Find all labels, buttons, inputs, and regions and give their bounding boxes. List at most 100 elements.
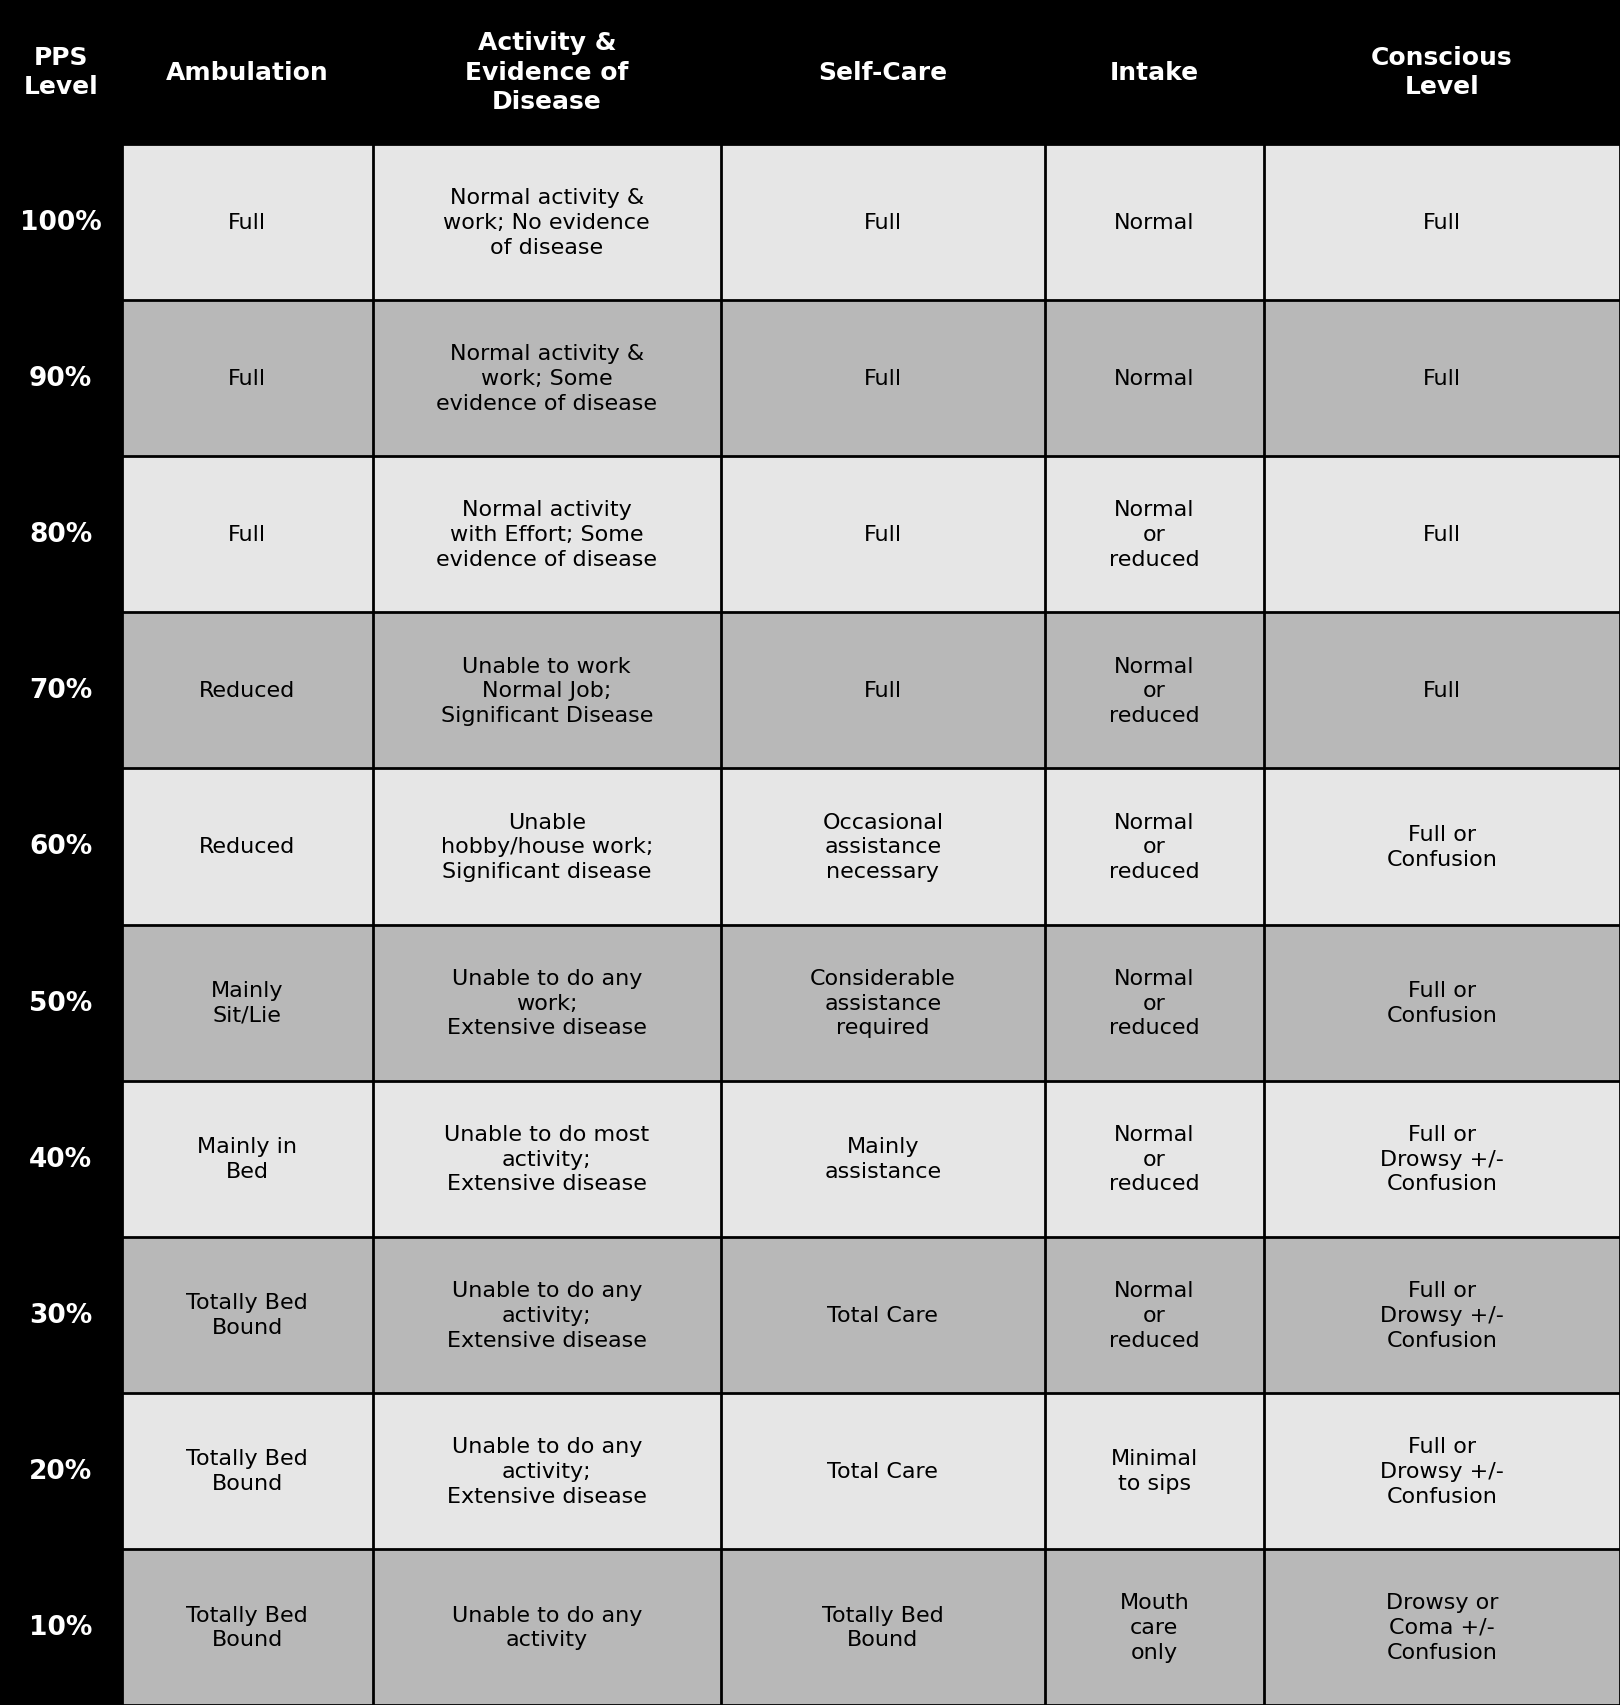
- Bar: [721, 614, 1045, 769]
- Bar: [721, 769, 1045, 926]
- Bar: [1264, 457, 1620, 614]
- Text: Full: Full: [228, 368, 266, 389]
- Text: Unable to do any
activity;
Extensive disease: Unable to do any activity; Extensive dis…: [447, 1436, 646, 1506]
- Bar: [1264, 1550, 1620, 1705]
- Text: Total Care: Total Care: [828, 1304, 938, 1325]
- Bar: [373, 1081, 721, 1238]
- Text: Intake: Intake: [1110, 60, 1199, 85]
- Text: Drowsy or
Coma +/-
Confusion: Drowsy or Coma +/- Confusion: [1385, 1592, 1498, 1662]
- Text: Normal
or
reduced: Normal or reduced: [1110, 1124, 1199, 1194]
- Bar: [1264, 769, 1620, 926]
- Bar: [1045, 0, 1264, 145]
- Bar: [1045, 1081, 1264, 1238]
- Bar: [721, 145, 1045, 300]
- Bar: [1045, 769, 1264, 926]
- Text: Conscious
Level: Conscious Level: [1371, 46, 1513, 99]
- Text: Full or
Confusion: Full or Confusion: [1387, 980, 1497, 1025]
- Bar: [1045, 1550, 1264, 1705]
- Bar: [1045, 145, 1264, 300]
- Bar: [0, 614, 122, 769]
- Bar: [1264, 926, 1620, 1081]
- Text: Totally Bed
Bound: Totally Bed Bound: [186, 1604, 308, 1649]
- Bar: [721, 1393, 1045, 1550]
- Bar: [122, 1550, 373, 1705]
- Bar: [721, 457, 1045, 614]
- Text: Normal
or
reduced: Normal or reduced: [1110, 1280, 1199, 1350]
- Bar: [373, 0, 721, 145]
- Bar: [122, 926, 373, 1081]
- Bar: [1264, 1393, 1620, 1550]
- Bar: [122, 1393, 373, 1550]
- Bar: [1045, 300, 1264, 457]
- Bar: [122, 145, 373, 300]
- Text: Full: Full: [228, 213, 266, 234]
- Text: Activity &
Evidence of
Disease: Activity & Evidence of Disease: [465, 31, 629, 114]
- Text: Normal activity &
work; Some
evidence of disease: Normal activity & work; Some evidence of…: [436, 344, 658, 414]
- Text: Full: Full: [863, 213, 902, 234]
- Bar: [373, 1393, 721, 1550]
- Text: Reduced: Reduced: [199, 837, 295, 858]
- Text: 60%: 60%: [29, 834, 92, 859]
- Bar: [0, 457, 122, 614]
- Text: Unable to do any
activity;
Extensive disease: Unable to do any activity; Extensive dis…: [447, 1280, 646, 1350]
- Text: 20%: 20%: [29, 1458, 92, 1483]
- Text: Unable to do most
activity;
Extensive disease: Unable to do most activity; Extensive di…: [444, 1124, 650, 1194]
- Bar: [721, 0, 1045, 145]
- Bar: [0, 1081, 122, 1238]
- Bar: [122, 0, 373, 145]
- Bar: [0, 1393, 122, 1550]
- Text: Normal: Normal: [1115, 213, 1194, 234]
- Text: 10%: 10%: [29, 1615, 92, 1640]
- Bar: [0, 145, 122, 300]
- Bar: [721, 1550, 1045, 1705]
- Text: Normal
or
reduced: Normal or reduced: [1110, 968, 1199, 1038]
- Text: Normal activity
with Effort; Some
evidence of disease: Normal activity with Effort; Some eviden…: [436, 500, 658, 569]
- Text: Unable to do any
activity: Unable to do any activity: [452, 1604, 642, 1649]
- Text: Full: Full: [1422, 525, 1461, 546]
- Text: Full: Full: [863, 680, 902, 701]
- Bar: [721, 926, 1045, 1081]
- Bar: [122, 1081, 373, 1238]
- Bar: [1264, 145, 1620, 300]
- Bar: [122, 769, 373, 926]
- Text: Full: Full: [863, 525, 902, 546]
- Bar: [373, 1238, 721, 1393]
- Bar: [122, 614, 373, 769]
- Text: Mainly
assistance: Mainly assistance: [825, 1137, 941, 1182]
- Text: Normal
or
reduced: Normal or reduced: [1110, 812, 1199, 881]
- Text: Unable to do any
work;
Extensive disease: Unable to do any work; Extensive disease: [447, 968, 646, 1038]
- Bar: [373, 769, 721, 926]
- Text: Minimal
to sips: Minimal to sips: [1111, 1449, 1197, 1494]
- Bar: [373, 926, 721, 1081]
- Bar: [0, 300, 122, 457]
- Bar: [1264, 614, 1620, 769]
- Bar: [373, 300, 721, 457]
- Bar: [1045, 614, 1264, 769]
- Bar: [373, 614, 721, 769]
- Text: Unable to work
Normal Job;
Significant Disease: Unable to work Normal Job; Significant D…: [441, 656, 653, 726]
- Bar: [373, 145, 721, 300]
- Text: Full or
Drowsy +/-
Confusion: Full or Drowsy +/- Confusion: [1380, 1280, 1503, 1350]
- Text: Normal activity &
work; No evidence
of disease: Normal activity & work; No evidence of d…: [444, 188, 650, 257]
- Bar: [0, 1550, 122, 1705]
- Bar: [122, 300, 373, 457]
- Text: Ambulation: Ambulation: [165, 60, 329, 85]
- Bar: [1264, 1081, 1620, 1238]
- Text: Full: Full: [1422, 680, 1461, 701]
- Text: PPS
Level: PPS Level: [23, 46, 99, 99]
- Text: Mainly
Sit/Lie: Mainly Sit/Lie: [211, 980, 284, 1025]
- Bar: [0, 769, 122, 926]
- Text: Considerable
assistance
required: Considerable assistance required: [810, 968, 956, 1038]
- Bar: [721, 1081, 1045, 1238]
- Bar: [1045, 1238, 1264, 1393]
- Text: Occasional
assistance
necessary: Occasional assistance necessary: [823, 812, 943, 881]
- Text: Normal
or
reduced: Normal or reduced: [1110, 656, 1199, 726]
- Text: Full: Full: [1422, 368, 1461, 389]
- Bar: [122, 457, 373, 614]
- Text: Normal
or
reduced: Normal or reduced: [1110, 500, 1199, 569]
- Bar: [373, 457, 721, 614]
- Bar: [0, 0, 122, 145]
- Text: Self-Care: Self-Care: [818, 60, 948, 85]
- Text: Normal: Normal: [1115, 368, 1194, 389]
- Text: 30%: 30%: [29, 1303, 92, 1328]
